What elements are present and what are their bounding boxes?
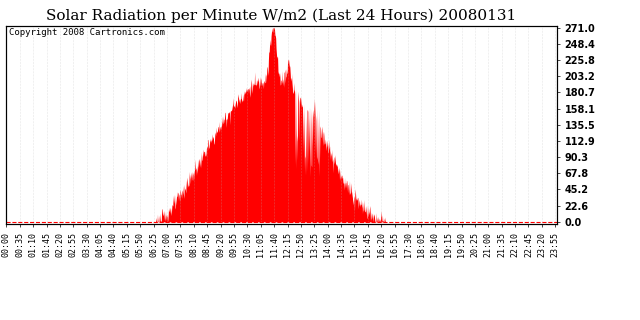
Title: Solar Radiation per Minute W/m2 (Last 24 Hours) 20080131: Solar Radiation per Minute W/m2 (Last 24… <box>47 9 516 23</box>
Text: Copyright 2008 Cartronics.com: Copyright 2008 Cartronics.com <box>9 28 165 36</box>
